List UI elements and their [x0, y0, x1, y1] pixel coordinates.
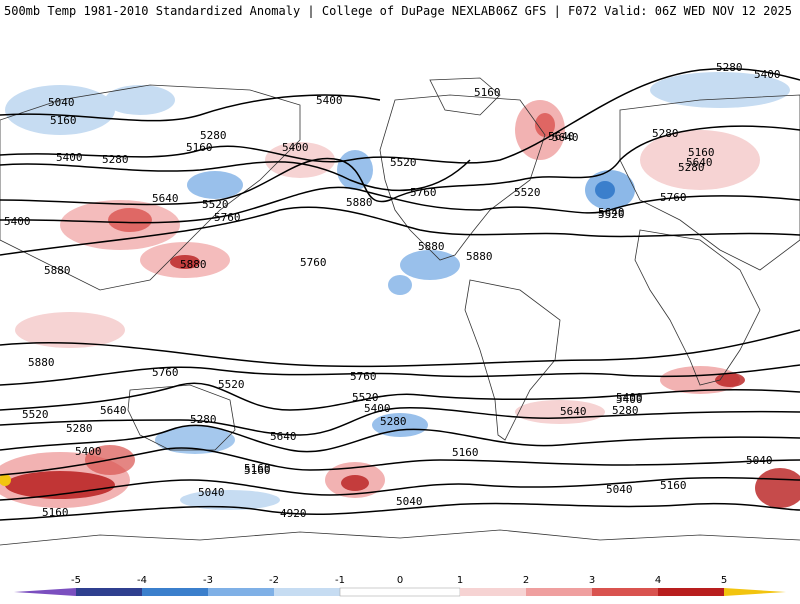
coastlines [0, 77, 800, 546]
colorbar-swatch-pos3 [592, 588, 658, 596]
model-run-info: 06Z GFS | F072 Valid: 06Z WED NOV 12 202… [495, 4, 792, 18]
contour-label: 5520 [202, 198, 229, 211]
contour-label: 5640 [152, 192, 179, 205]
contour-label: 5640 [552, 131, 579, 144]
contour-label: 5400 [316, 94, 343, 107]
colorbar-tick: -2 [269, 575, 279, 586]
contour-label: 5280 [678, 161, 705, 174]
colorbar-tick: 0 [397, 575, 403, 586]
colorbar-swatch-neg4 [76, 588, 142, 596]
colorbar-tick: -1 [335, 575, 345, 586]
contour-label: 5640 [270, 430, 297, 443]
contour-label: 5760 [214, 211, 241, 224]
colorbar-tick: 4 [655, 575, 661, 586]
map-canvas: 5040 5160 5400 5280 5160 5400 5280 5640 … [0, 61, 800, 546]
contour-label: 5040 [48, 96, 75, 109]
contour-label: 5160 [688, 146, 715, 159]
colorbar-swatch-overflow [724, 588, 786, 596]
contour-label: 5760 [300, 256, 327, 269]
contour-label: 5400 [754, 68, 781, 81]
colorbar-tick: 3 [589, 575, 595, 586]
contour-label: 5160 [50, 114, 77, 127]
anomaly-shading [0, 72, 800, 510]
contour-label: 5520 [218, 378, 245, 391]
contour-label: 5280 [200, 129, 227, 142]
contour-labels: 5040 5160 5400 5280 5160 5400 5280 5640 … [4, 61, 781, 520]
contour-label: 5280 [380, 415, 407, 428]
colorbar-swatch-neg5 [14, 588, 76, 596]
colorbar-swatch-neg3 [142, 588, 208, 596]
contour-label: 5880 [180, 258, 207, 271]
contour-label: 5040 [396, 495, 423, 508]
contour-label: 5520 [514, 186, 541, 199]
contour-label: 5880 [44, 264, 71, 277]
contour-label: 5280 [66, 422, 93, 435]
contour-label: 5160 [474, 86, 501, 99]
contour-label: 5160 [452, 446, 479, 459]
contour-label: 5400 [364, 402, 391, 415]
contour-label: 5400 [616, 393, 643, 406]
contour-label: 5880 [418, 240, 445, 253]
colorbar-tick: -3 [203, 575, 213, 586]
colorbar-swatch-pos4 [658, 588, 724, 596]
colorbar-swatch-pos2 [526, 588, 592, 596]
colorbar-swatch-neg1 [274, 588, 340, 596]
contour-label: 5160 [244, 464, 271, 477]
contour-label: 5160 [186, 141, 213, 154]
contour-label: 5400 [56, 151, 83, 164]
colorbar-swatch-neutral [339, 587, 461, 597]
colorbar-tick: 5 [721, 575, 727, 586]
contour-label: 5640 [560, 405, 587, 418]
contour-label: 5040 [606, 483, 633, 496]
contour-label: 5160 [244, 462, 271, 475]
colorbar-tick: -4 [137, 575, 147, 586]
contour-label: 5400 [4, 215, 31, 228]
contour-label: 5760 [660, 191, 687, 204]
contour-label: 5760 [350, 370, 377, 383]
contour-label: 5280 [652, 127, 679, 140]
contour-label: 5760 [410, 186, 437, 199]
contour-label: 5280 [716, 61, 743, 74]
anomaly-map: 5040 5160 5400 5280 5160 5400 5280 5640 … [0, 40, 800, 570]
contour-label: 5760 [152, 366, 179, 379]
contour-label: 5880 [466, 250, 493, 263]
height-contours [0, 67, 800, 521]
contour-label: 5520 [22, 408, 49, 421]
contour-label: 5520 [598, 208, 625, 221]
contour-label: 5400 [616, 391, 643, 404]
colorbar-swatch-neg2 [208, 588, 274, 596]
contour-label: 5280 [612, 404, 639, 417]
contour-label: 5520 [352, 391, 379, 404]
contour-label: 5280 [190, 413, 217, 426]
contour-label: 5640 [686, 156, 713, 169]
contour-label: 5280 [102, 153, 129, 166]
contour-label: 5160 [660, 479, 687, 492]
contour-label: 5040 [746, 454, 773, 467]
colorbar-tick: -5 [71, 575, 81, 586]
contour-label: 5880 [346, 196, 373, 209]
map-title: 500mb Temp 1981-2010 Standardized Anomal… [4, 4, 496, 18]
contour-label: 5640 [548, 130, 575, 143]
anomaly-colorbar: -5 -4 -3 -2 -1 0 1 2 3 4 5 [0, 572, 800, 600]
contour-label: 4920 [280, 507, 307, 520]
colorbar-tick: 1 [457, 575, 463, 586]
contour-label: 5640 [598, 206, 625, 219]
contour-label: 5160 [42, 506, 69, 519]
contour-label: 5400 [75, 445, 102, 458]
colorbar-tick: 2 [523, 575, 529, 586]
contour-label: 5880 [28, 356, 55, 369]
contour-label: 5040 [198, 486, 225, 499]
contour-label: 5400 [282, 141, 309, 154]
colorbar-canvas: -5 -4 -3 -2 -1 0 1 2 3 4 5 [14, 575, 786, 597]
contour-label: 5520 [390, 156, 417, 169]
contour-label: 5640 [100, 404, 127, 417]
colorbar-swatch-pos1 [460, 588, 526, 596]
